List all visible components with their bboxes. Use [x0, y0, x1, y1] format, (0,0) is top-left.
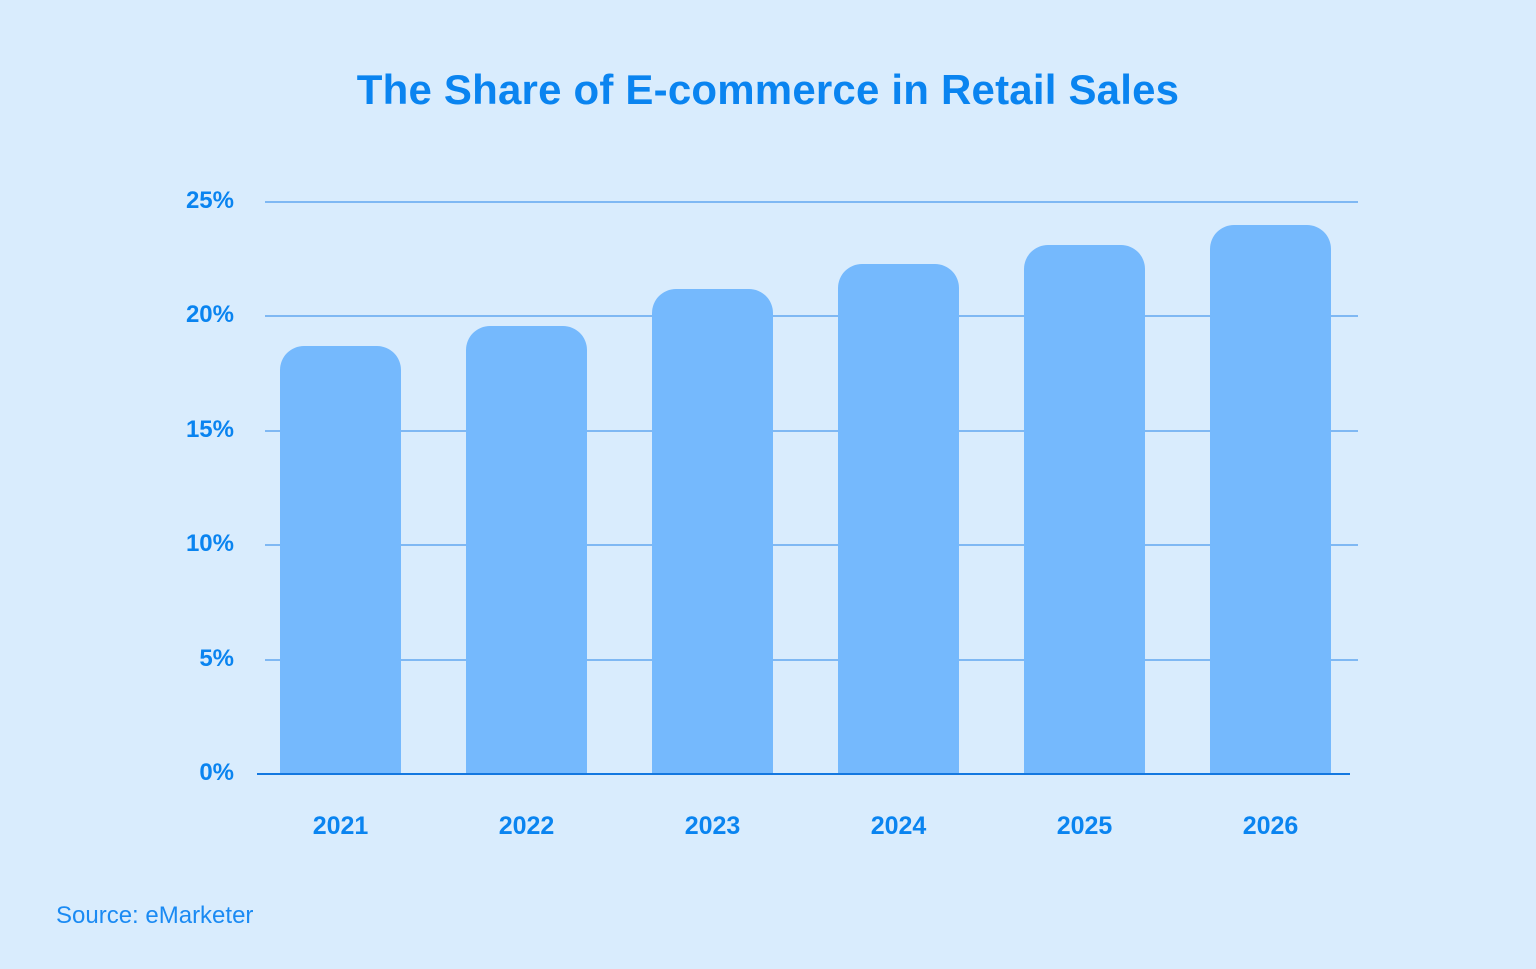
bar-2026: [1210, 224, 1331, 774]
y-tick-label: 20%: [185, 301, 234, 329]
gridline: [265, 658, 1358, 661]
x-axis-line: [257, 773, 1350, 775]
source-note: Source: eMarketer: [56, 902, 254, 929]
gridline: [265, 315, 1358, 318]
x-tick-label: 2021: [312, 812, 369, 840]
gridline: [265, 201, 1358, 203]
y-tick-label: 25%: [185, 187, 234, 214]
bar-2021: [280, 346, 401, 774]
gridline: [265, 544, 1358, 547]
y-tick-label: 15%: [185, 415, 234, 443]
chart-title: The Share of E-commerce in Retail Sales: [356, 66, 1180, 113]
y-tick-label: 5%: [199, 644, 234, 672]
bar-2024: [838, 263, 959, 774]
bar-2023: [652, 288, 773, 774]
x-tick-label: 2022: [498, 812, 555, 840]
x-tick-label: 2025: [1056, 812, 1113, 840]
x-tick-label: 2026: [1242, 812, 1299, 840]
x-tick-label: 2023: [684, 812, 741, 840]
y-tick-label: 0%: [199, 759, 234, 786]
gridline: [265, 429, 1358, 432]
y-tick-label: 10%: [185, 530, 234, 558]
x-tick-label: 2024: [870, 812, 927, 840]
bar-2025: [1024, 245, 1145, 774]
bar-2022: [466, 325, 587, 774]
